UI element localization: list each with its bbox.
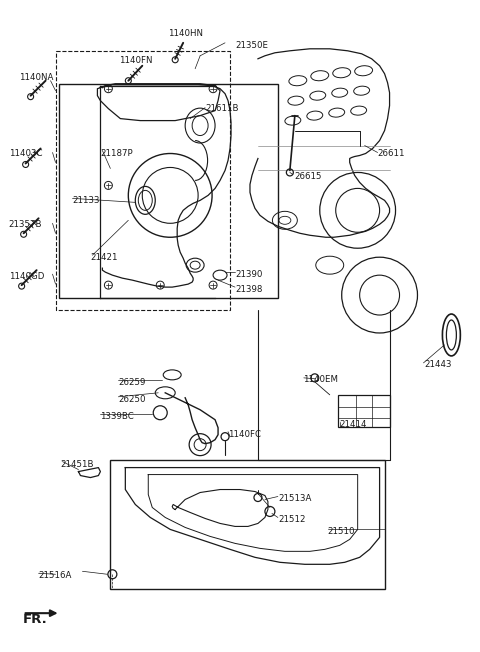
Text: FR.: FR. [23,613,48,626]
Text: 1140GD: 1140GD [9,272,44,281]
Text: 26615: 26615 [295,172,323,181]
Text: 21443: 21443 [424,360,452,369]
Text: 1140FN: 1140FN [119,56,152,65]
Text: 21611B: 21611B [205,104,239,113]
Text: 21133: 21133 [72,196,100,205]
Text: 21513A: 21513A [278,494,311,503]
Text: 21187P: 21187P [100,149,133,158]
Text: 21414: 21414 [340,420,367,429]
Text: 11403C: 11403C [9,149,42,158]
Bar [110,460,384,589]
Bar [338,395,390,426]
Text: 26611: 26611 [378,149,405,158]
Text: 1140NA: 1140NA [19,73,53,82]
Text: 26259: 26259 [119,378,146,387]
Text: 21398: 21398 [235,285,263,294]
Text: 21350E: 21350E [235,41,268,50]
Text: 21357B: 21357B [9,220,42,230]
Text: 21451B: 21451B [60,460,94,469]
Text: 1140HN: 1140HN [168,29,203,38]
Text: 21421: 21421 [90,253,118,262]
Text: 21512: 21512 [278,516,305,524]
Text: 26250: 26250 [119,395,146,404]
Text: 1140EM: 1140EM [303,375,338,384]
Text: 1339BC: 1339BC [100,412,134,421]
Text: 21510: 21510 [328,527,355,537]
Text: 21516A: 21516A [38,571,72,580]
Text: 1140FC: 1140FC [228,430,261,439]
Text: 21390: 21390 [235,270,263,279]
Bar [59,83,278,298]
